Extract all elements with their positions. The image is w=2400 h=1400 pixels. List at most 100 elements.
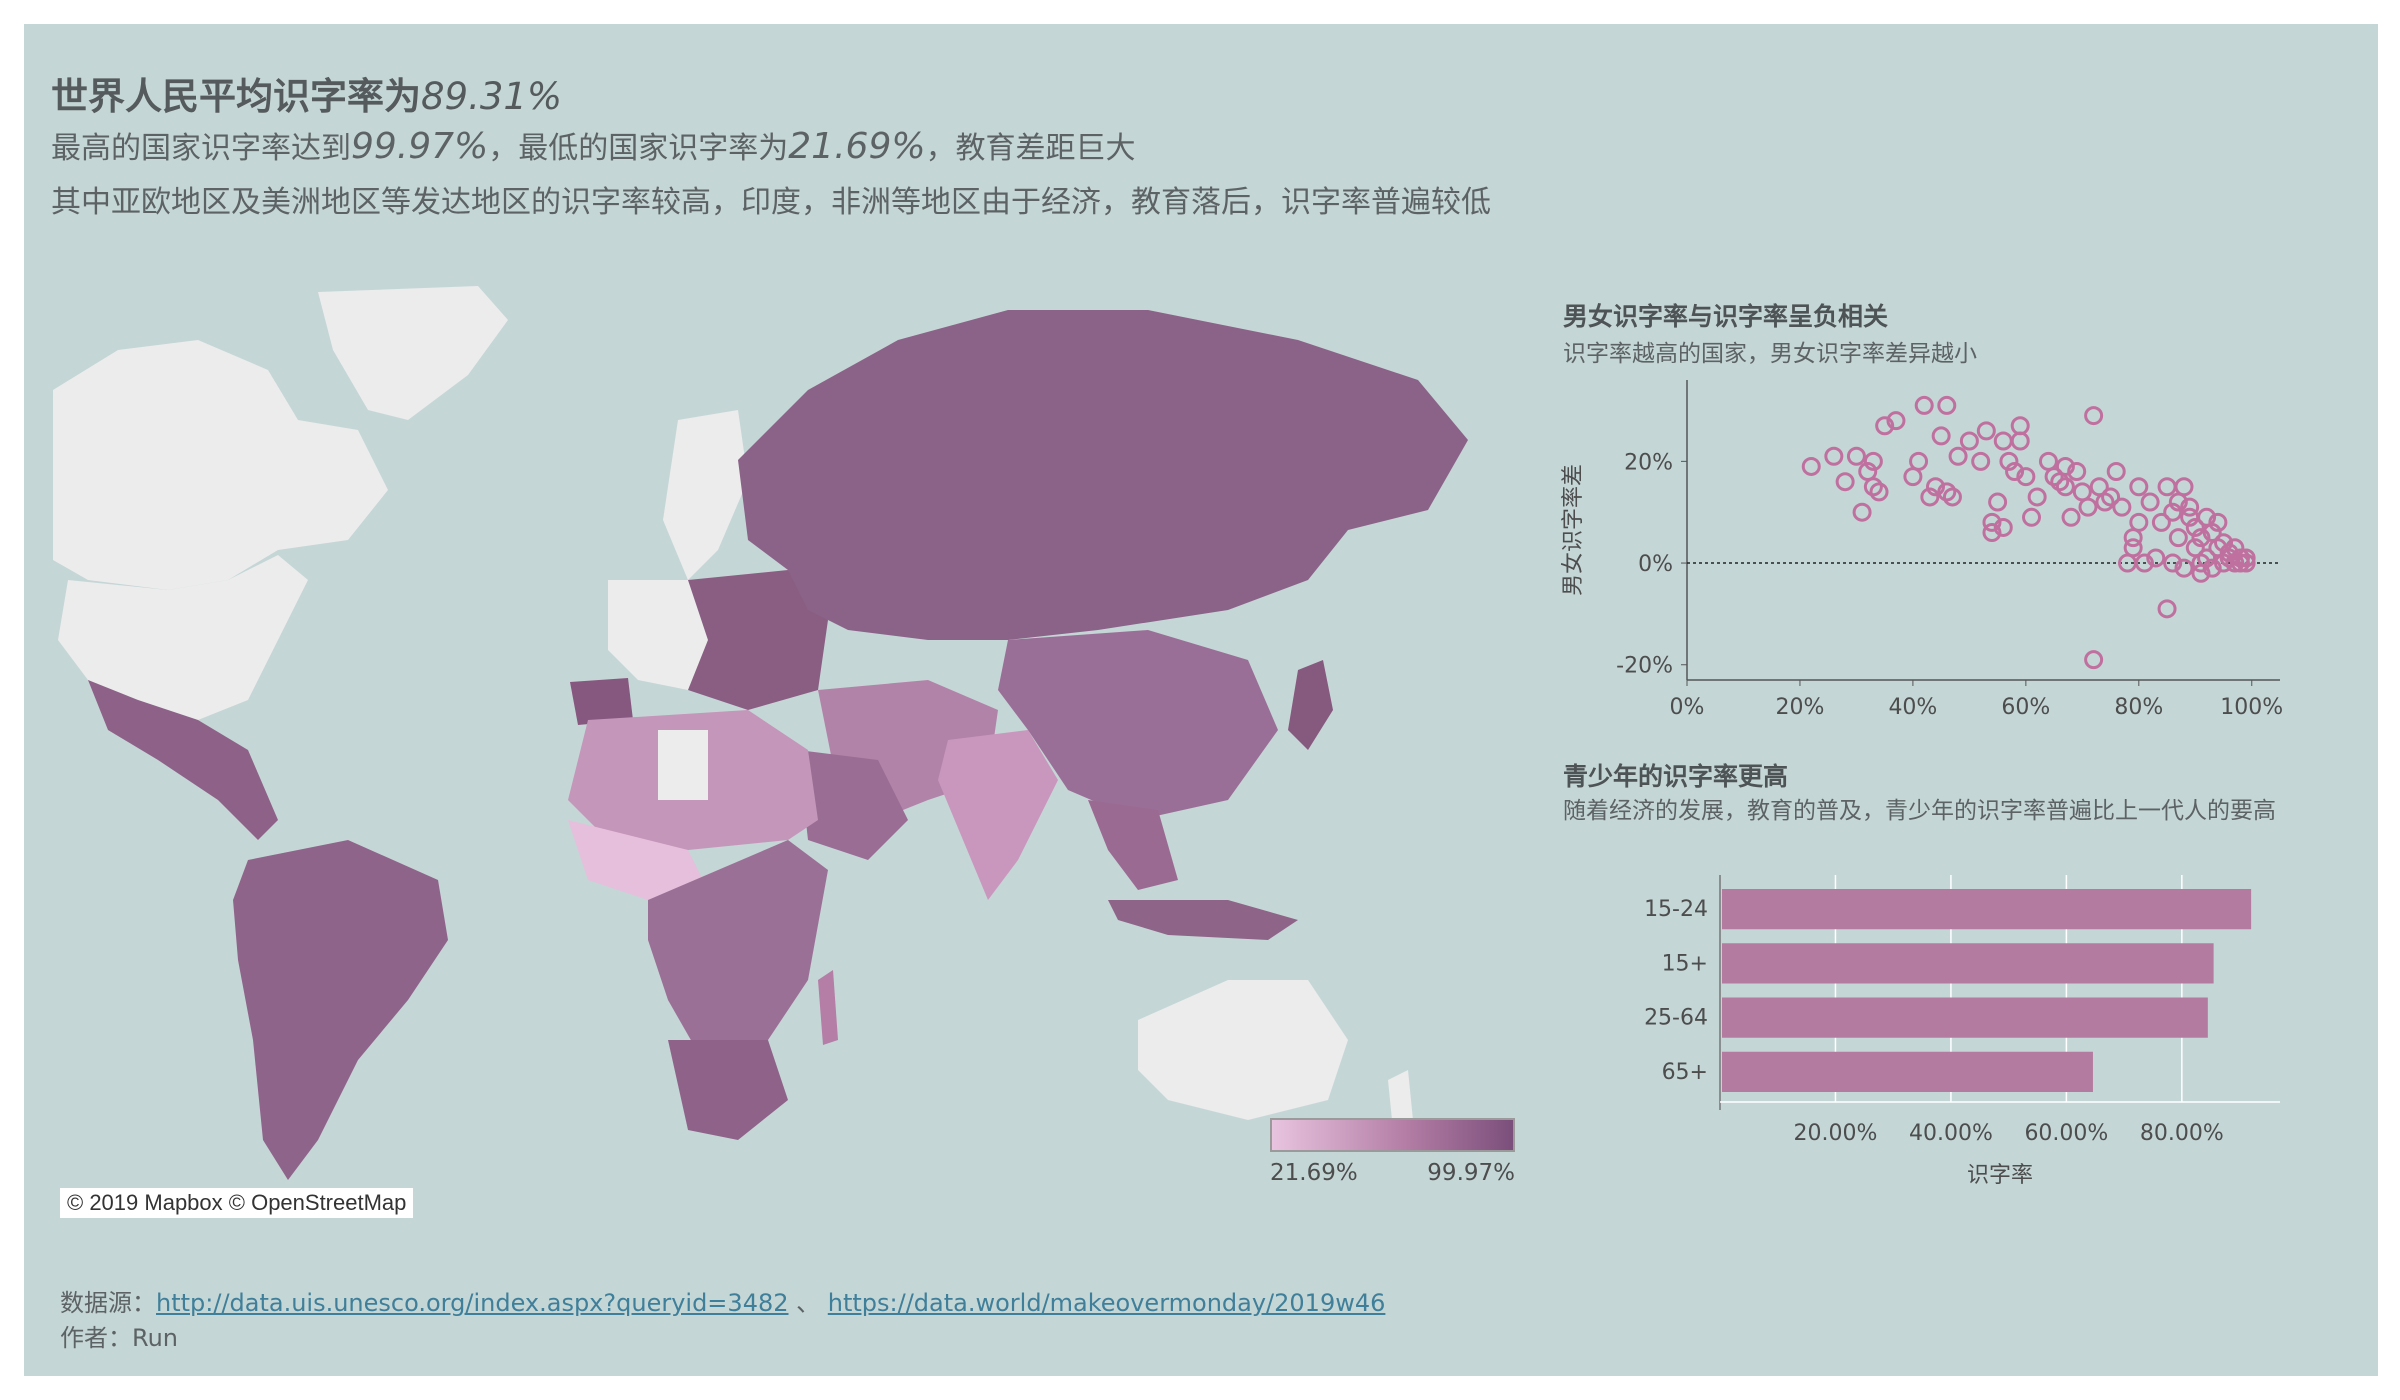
scatter-point bbox=[2163, 502, 2183, 522]
scatter-point bbox=[1993, 517, 2013, 537]
scatter-point bbox=[2157, 477, 2177, 497]
bar-title: 青少年的识字率更高 bbox=[1563, 762, 1789, 791]
australia-region bbox=[1138, 980, 1348, 1120]
map-credit: © 2019 Mapbox © OpenStreetMap bbox=[60, 1188, 414, 1218]
scatter-point bbox=[1875, 416, 1895, 436]
source-link-dataworld[interactable]: https://data.world/makeovermonday/2019w4… bbox=[827, 1289, 1386, 1317]
west-europe-region bbox=[608, 580, 708, 690]
scatter-y-axis-label: 男女识字率差 bbox=[1561, 464, 1586, 596]
bar-category-label: 15+ bbox=[1662, 951, 1708, 976]
scatter-point bbox=[2197, 548, 2217, 568]
bar-x-tick-label: 80.00% bbox=[2140, 1121, 2224, 1146]
scatter-point bbox=[2078, 497, 2098, 517]
central-africa-region bbox=[648, 840, 828, 1070]
scatter-point bbox=[1846, 446, 1866, 466]
scatter-point bbox=[1982, 512, 2002, 532]
scatter-point bbox=[2010, 416, 2030, 436]
bar-x-tick-label: 60.00% bbox=[2024, 1121, 2108, 1146]
east-europe-region bbox=[688, 570, 828, 710]
india-region bbox=[938, 730, 1058, 900]
indonesia-region bbox=[1108, 900, 1298, 940]
scatter-point bbox=[2151, 512, 2171, 532]
scatter-point bbox=[2208, 512, 2228, 532]
new-zealand-region bbox=[1388, 1070, 1413, 1130]
russia-region bbox=[738, 310, 1468, 640]
scatter-point bbox=[1903, 467, 1923, 487]
bar-category-label: 25-64 bbox=[1644, 1006, 1708, 1031]
mexico-region bbox=[88, 680, 278, 840]
data-source: 数据源：http://data.uis.unesco.org/index.asp… bbox=[60, 1289, 1386, 1317]
scatter-point bbox=[2010, 431, 2030, 451]
scatter-point bbox=[2129, 512, 2149, 532]
madagascar-region bbox=[818, 970, 838, 1045]
scatter-point bbox=[1863, 451, 1883, 471]
scatter-point bbox=[1925, 477, 1945, 497]
bar-15+ bbox=[1722, 943, 2214, 984]
scatter-point bbox=[1801, 456, 1821, 476]
scatter-point bbox=[1988, 492, 2008, 512]
scatter-point bbox=[1920, 487, 1940, 507]
scatter-point bbox=[2095, 492, 2115, 512]
southern-africa-region bbox=[668, 1040, 788, 1140]
scatter-point bbox=[2106, 462, 2126, 482]
bar-15-24 bbox=[1722, 889, 2252, 930]
scatter-x-tick-label: 40% bbox=[1888, 695, 1937, 720]
scatter-chart[interactable]: 20% 0% -20% 0% 20% 40% 60% 80% 100% 男女识字率差 bbox=[1550, 380, 2300, 730]
sahara-nodata-region bbox=[658, 730, 708, 800]
scatter-point bbox=[2236, 548, 2256, 568]
south-america-region bbox=[233, 840, 448, 1180]
scatter-point bbox=[2084, 406, 2104, 426]
author-credit: 作者：Run bbox=[60, 1324, 179, 1352]
scatter-point bbox=[1914, 395, 1934, 415]
scandinavia-region bbox=[663, 410, 748, 580]
scatter-point bbox=[2174, 477, 2194, 497]
color-legend: 21.69% 99.97% bbox=[1270, 1118, 1515, 1186]
scatter-y-tick-label: 0% bbox=[1638, 552, 1673, 577]
scatter-point bbox=[2146, 548, 2166, 568]
bar-category-label: 15-24 bbox=[1644, 897, 1708, 922]
southeast-asia-region bbox=[1088, 800, 1178, 890]
scatter-point bbox=[2067, 462, 2087, 482]
spain-region bbox=[570, 678, 633, 725]
scatter-point bbox=[2112, 497, 2132, 517]
scatter-point bbox=[1959, 431, 1979, 451]
scatter-point bbox=[1931, 426, 1951, 446]
west-africa-region bbox=[568, 820, 708, 900]
legend-max-label: 99.97% bbox=[1427, 1160, 1515, 1186]
scatter-y-tick-label: -20% bbox=[1616, 654, 1673, 679]
scatter-point bbox=[1982, 523, 2002, 543]
bar-chart[interactable]: 20.00% 40.00% 60.00% 80.00% 15-24 15+ 25-64 65+… bbox=[1600, 870, 2300, 1220]
scatter-point bbox=[1942, 487, 1962, 507]
scatter-point bbox=[1971, 451, 1991, 471]
china-region bbox=[998, 630, 1278, 820]
scatter-x-tick-label: 20% bbox=[1775, 695, 1824, 720]
scatter-point bbox=[2174, 558, 2194, 578]
scatter-point bbox=[2044, 467, 2064, 487]
scatter-point bbox=[2225, 553, 2245, 573]
scatter-point bbox=[1869, 482, 1889, 502]
scatter-point bbox=[1886, 411, 1906, 431]
scatter-point bbox=[2140, 492, 2160, 512]
scatter-title: 男女识字率与识字率呈负相关 bbox=[1563, 302, 1889, 331]
scatter-subtitle: 识字率越高的国家，男女识字率差异越小 bbox=[1563, 341, 1977, 367]
scatter-point bbox=[1852, 502, 1872, 522]
bar-65+ bbox=[1722, 1051, 2093, 1092]
arabia-region bbox=[798, 750, 908, 860]
bar-subtitle: 随着经济的发展，教育的普及，青少年的识字率普遍比上一代人的要高 bbox=[1563, 798, 2276, 824]
scatter-point bbox=[2101, 487, 2121, 507]
scatter-point bbox=[1824, 446, 1844, 466]
scatter-point bbox=[2157, 599, 2177, 619]
scatter-point bbox=[2123, 538, 2143, 558]
scatter-point bbox=[1937, 482, 1957, 502]
legend-min-label: 21.69% bbox=[1270, 1160, 1358, 1186]
scatter-point bbox=[2202, 558, 2222, 578]
scatter-point bbox=[2129, 477, 2149, 497]
scatter-point bbox=[2191, 528, 2211, 548]
scatter-point bbox=[1937, 395, 1957, 415]
scatter-point bbox=[2072, 482, 2092, 502]
scatter-point bbox=[2191, 553, 2211, 573]
source-link-unesco[interactable]: http://data.uis.unesco.org/index.aspx?qu… bbox=[156, 1289, 789, 1317]
world-literacy-map[interactable] bbox=[48, 280, 1538, 1185]
scatter-y-tick-label: 20% bbox=[1624, 450, 1673, 475]
scatter-point bbox=[1999, 451, 2019, 471]
